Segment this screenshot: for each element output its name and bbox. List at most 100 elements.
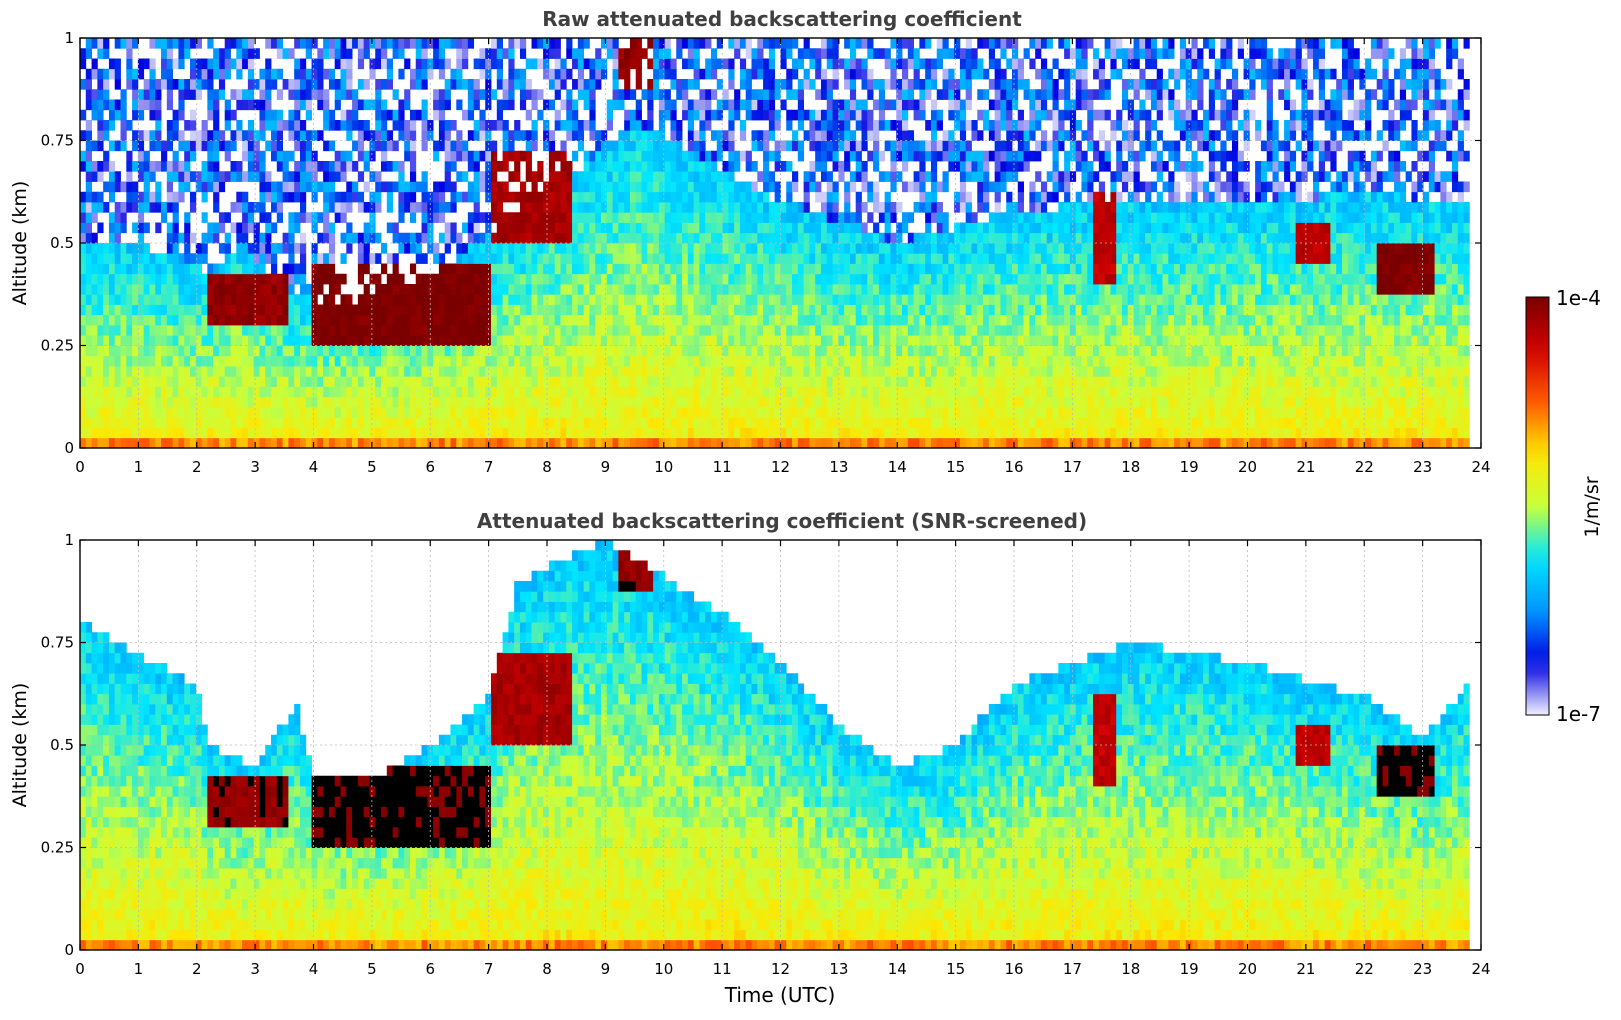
heatmap-cell [768,345,776,357]
heatmap-cell [844,130,851,141]
heatmap-cell [699,294,706,305]
heatmap-cell [826,314,833,326]
heatmap-cell [166,232,174,244]
heatmap-cell [224,243,231,254]
heatmap-cell [114,243,121,254]
heatmap-cell [375,140,382,152]
heatmap-cell [305,437,312,449]
heatmap-cell [820,325,828,336]
heatmap-cell [612,335,619,346]
heatmap-cell [687,273,695,285]
heatmap-cell [728,130,735,141]
heatmap-cell [826,325,833,336]
heatmap-cell [780,212,787,223]
heatmap-cell [294,243,301,254]
heatmap-cell [693,140,700,152]
heatmap-cell [456,376,463,387]
heatmap-cell [716,366,723,377]
heatmap-cell [739,396,747,408]
heatmap-cell [803,355,810,367]
heatmap-cell [797,202,805,213]
heatmap-cell [282,273,289,285]
heatmap-cell [820,284,828,295]
heatmap-cell [589,120,596,131]
heatmap-cell [647,109,654,121]
heatmap-cell [195,140,202,152]
heatmap-cell [543,417,550,428]
heatmap-cell [392,161,399,172]
heatmap-cell [786,161,793,172]
heatmap-cell [548,191,556,203]
heatmap-cell [207,273,214,285]
heatmap-cell [288,355,295,367]
heatmap-cell [710,294,718,305]
heatmap-cell [149,253,156,264]
heatmap-cell [583,89,590,100]
heatmap-cell [213,376,220,387]
heatmap-cell [213,68,220,80]
heatmap-cell [780,284,787,295]
heatmap-cell [444,202,451,213]
heatmap-cell [438,345,446,357]
heatmap-cell [334,284,341,295]
heatmap-cell [635,140,642,152]
heatmap-cell [820,38,828,49]
heatmap-cell [890,304,897,316]
heatmap-cell [85,120,92,131]
heatmap-cell [566,325,573,336]
heatmap-cell [114,79,121,90]
heatmap-cell [363,99,370,111]
heatmap-cell [247,222,255,234]
heatmap-cell [444,345,451,357]
heatmap-cell [282,161,289,172]
heatmap-cell [114,68,121,80]
heatmap-cell [317,437,324,449]
heatmap-cell [751,284,758,295]
heatmap-cell [195,325,202,336]
heatmap-cell [444,325,451,336]
heatmap-cell [728,140,735,152]
heatmap-cell [687,109,695,121]
heatmap-cell [618,376,625,387]
heatmap-cell [213,386,220,398]
heatmap-cell [728,161,735,172]
heatmap-cell [705,417,712,428]
heatmap-cell [334,38,341,49]
heatmap-cell [554,417,561,428]
heatmap-cell [317,89,324,100]
heatmap-cell [328,345,336,357]
heatmap-cell [247,314,255,326]
heatmap-cell [114,140,121,152]
heatmap-cell [803,325,810,336]
heatmap-cell [357,376,365,387]
heatmap-cell [421,437,428,449]
heatmap-cell [80,212,87,223]
heatmap-cell [375,386,382,398]
heatmap-cell [103,253,110,264]
heatmap-cell [207,89,214,100]
heatmap-cell [699,386,706,398]
heatmap-cell [878,109,886,121]
heatmap-cell [820,345,828,357]
heatmap-cell [265,273,272,285]
heatmap-cell [103,99,110,111]
heatmap-cell [496,284,503,295]
heatmap-cell [369,386,376,398]
heatmap-cell [207,263,214,275]
heatmap-cell [907,130,914,141]
heatmap-cell [178,140,185,152]
heatmap-cell [213,222,220,234]
heatmap-cell [919,376,926,387]
heatmap-cell [433,294,440,305]
heatmap-cell [161,294,168,305]
heatmap-cell [421,325,428,336]
heatmap-cell [670,191,677,203]
heatmap-cell [589,325,596,336]
heatmap-cell [172,232,179,244]
heatmap-cell [462,304,469,316]
heatmap-cell [820,191,828,203]
heatmap-cell [890,232,897,244]
heatmap-cell [427,202,434,213]
heatmap-cell [508,222,515,234]
heatmap-cell [485,366,492,377]
